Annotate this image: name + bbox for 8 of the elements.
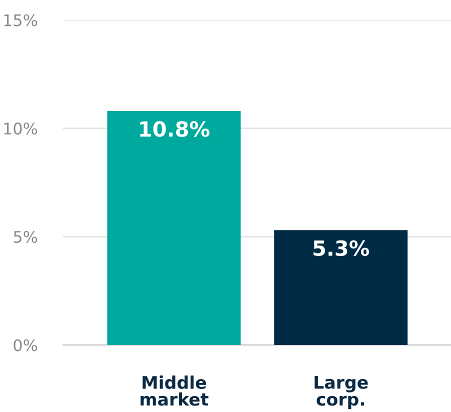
- y-tick-label: 0%: [14, 339, 38, 352]
- data-label: 5.3%: [314, 240, 370, 256]
- y-tick-label: 10%: [4, 122, 38, 135]
- data-label: 10.8%: [140, 121, 210, 137]
- y-tick-label: 15%: [4, 14, 38, 26]
- x-tick-label: Large corp.: [314, 376, 368, 410]
- y-tick-label: 5%: [14, 230, 38, 243]
- x-tick-label: Middle market: [140, 376, 208, 406]
